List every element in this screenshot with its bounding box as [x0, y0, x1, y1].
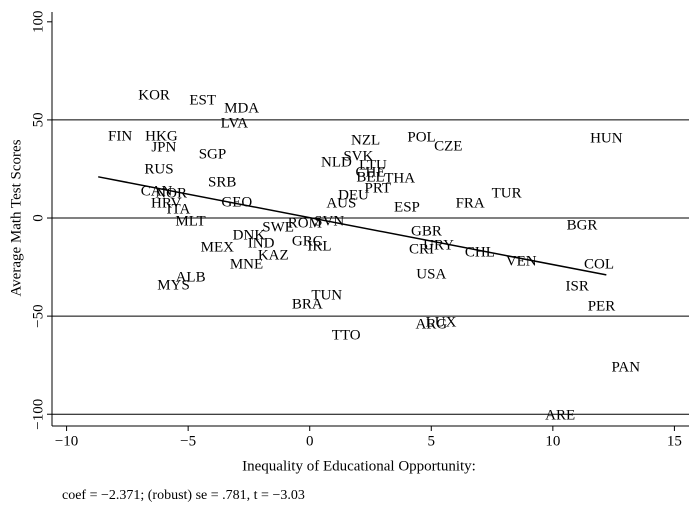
- fit-line: [98, 176, 607, 276]
- point-label: LUX: [426, 315, 457, 331]
- point-label: POL: [407, 129, 435, 145]
- point-label: MEX: [201, 239, 235, 255]
- point-label: GBR: [411, 223, 442, 239]
- point-label: HKG: [145, 128, 178, 144]
- point-label: CRI: [409, 241, 434, 257]
- note: coef = −2.371; (robust) se = .781, t = −…: [62, 488, 305, 503]
- point-label: PAN: [611, 360, 640, 376]
- point-label: GRC: [292, 233, 323, 249]
- y-axis-label: Average Math Test Scores: [8, 139, 24, 296]
- point-label: HUN: [590, 130, 623, 146]
- point-label: ARG: [415, 317, 447, 333]
- y-tick-label: 50: [30, 112, 46, 127]
- x-tick-label: 0: [306, 433, 314, 449]
- point-label: TUR: [492, 186, 522, 202]
- point-label: FRA: [456, 196, 485, 212]
- point-label: GEO: [221, 194, 252, 210]
- point-label: FIN: [108, 128, 132, 144]
- point-label: BEL: [356, 169, 384, 185]
- point-label: SVK: [343, 148, 373, 164]
- point-label: KOR: [138, 87, 170, 103]
- point-label: ESP: [394, 199, 420, 215]
- point-label: THA: [384, 170, 415, 186]
- y-tick-label: 100: [30, 11, 46, 33]
- x-tick-label: −10: [55, 433, 78, 449]
- point-label: LTU: [359, 157, 387, 173]
- point-label: USA: [416, 267, 446, 283]
- point-label: MDA: [224, 100, 259, 116]
- point-label: NLD: [321, 154, 352, 170]
- point-label: COL: [584, 257, 614, 273]
- point-label: ALB: [176, 269, 206, 285]
- y-tick-label: −50: [30, 304, 46, 327]
- point-label: DEU: [338, 187, 369, 203]
- point-label: DNK: [233, 228, 266, 244]
- point-label: BGR: [567, 218, 598, 234]
- point-label: AUS: [326, 196, 356, 212]
- point-label: CZE: [434, 138, 462, 154]
- x-tick-label: 15: [667, 433, 682, 449]
- x-tick-label: 5: [428, 433, 436, 449]
- point-label: IND: [248, 236, 275, 252]
- point-label: MLT: [175, 213, 205, 229]
- point-label: CAN: [141, 183, 173, 199]
- point-label: JPN: [151, 139, 176, 155]
- point-label: RUS: [144, 161, 173, 177]
- y-tick-label: 0: [30, 214, 46, 222]
- x-axis-label: Inequality of Educational Opportunity:: [242, 458, 476, 474]
- point-label: LVA: [221, 115, 249, 131]
- point-label: TUN: [311, 288, 342, 304]
- point-label: SWE: [262, 219, 294, 235]
- point-label: PER: [588, 299, 616, 315]
- point-label: MYS: [157, 278, 190, 294]
- point-label: ARE: [545, 408, 575, 424]
- point-label: KAZ: [258, 248, 289, 264]
- point-label: SRB: [208, 174, 236, 190]
- point-label: ROM: [288, 216, 322, 232]
- point-label: CHE: [356, 164, 386, 180]
- point-label: MNE: [230, 257, 263, 273]
- point-label: HRV: [151, 196, 182, 212]
- point-label: ISR: [565, 279, 588, 295]
- point-label: TTO: [332, 328, 361, 344]
- point-label: SGP: [199, 146, 227, 162]
- x-tick-label: −5: [180, 433, 196, 449]
- x-tick-label: 10: [545, 433, 560, 449]
- point-label: BRA: [292, 297, 323, 313]
- point-label: NZL: [351, 132, 380, 148]
- point-label: IRL: [307, 238, 331, 254]
- point-label: ITA: [167, 201, 191, 217]
- y-tick-label: −100: [30, 399, 46, 430]
- point-label: PRT: [364, 180, 391, 196]
- point-label: EST: [189, 92, 216, 108]
